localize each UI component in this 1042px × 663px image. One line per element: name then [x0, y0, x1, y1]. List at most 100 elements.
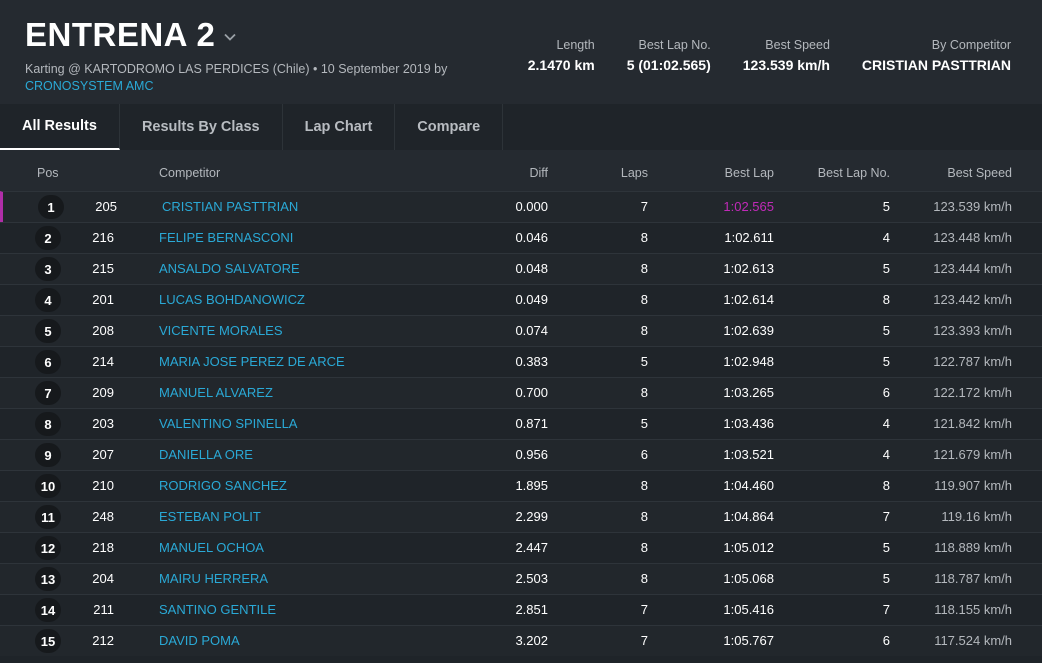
laps-value: 5: [640, 416, 648, 431]
table-row[interactable]: 6 214 MARIA JOSE PEREZ DE ARCE 0.383 5 1:02.9…: [0, 346, 1042, 377]
competitor-name-link[interactable]: DAVID POMA: [159, 633, 240, 648]
table-row[interactable]: 5 208 VICENTE MORALES 0.074 8 1:02.639 5 123.39…: [0, 315, 1042, 346]
competitor-name-link[interactable]: MAIRU HERRERA: [159, 571, 269, 586]
competitor-name-link[interactable]: RODRIGO SANCHEZ: [159, 478, 287, 493]
table-row[interactable]: 9 207 DANIELLA ORE 0.956 6 1:03.521 4 121.679 k…: [0, 439, 1042, 470]
diff-value: 2.299: [515, 509, 548, 524]
table-row[interactable]: 13 204 MAIRU HERRERA 2.503 8 1:05.068 5 118.787…: [0, 563, 1042, 594]
best-lap-no-value: 4: [882, 416, 890, 431]
laps-value: 8: [640, 292, 648, 307]
stat-value: 123.539 km/h: [742, 57, 830, 73]
best-speed-value: 119.907 km/h: [934, 478, 1012, 493]
best-lap-no-value: 5: [882, 323, 890, 338]
kart-number: 216: [92, 230, 114, 245]
competitor-name-link[interactable]: FELIPE BERNASCONI: [159, 230, 294, 245]
table-row[interactable]: 11 248 ESTEBAN POLIT 2.299 8 1:04.864 7 119.16 …: [0, 501, 1042, 532]
title-row[interactable]: ENTRENA 2: [25, 16, 237, 54]
table-row[interactable]: 7 209 MANUEL ALVAREZ 0.700 8 1:03.265 6 122.172…: [0, 377, 1042, 408]
chevron-down-icon[interactable]: [223, 30, 237, 44]
position-badge: 12: [35, 536, 61, 560]
best-lap-value: 1:05.012: [723, 540, 774, 555]
laps-value: 7: [640, 199, 648, 214]
organizer-link[interactable]: CRONOSYSTEM AMC: [25, 79, 154, 93]
competitor-name-link[interactable]: MANUEL OCHOA: [159, 540, 264, 555]
table-row[interactable]: 2 216 FELIPE BERNASCONI 0.046 8 1:02.611 4 123.…: [0, 222, 1042, 253]
position-badge: 6: [35, 350, 61, 374]
tab-compare[interactable]: Compare: [395, 104, 504, 150]
diff-value: 0.000: [515, 199, 548, 214]
header-best-speed[interactable]: Best Speed: [947, 166, 1012, 180]
table-row[interactable]: 15 212 DAVID POMA 3.202 7 1:05.767 6 117.524 km…: [0, 625, 1042, 656]
tab-lap-chart[interactable]: Lap Chart: [283, 104, 396, 150]
best-speed-value: 123.393 km/h: [933, 323, 1012, 338]
table-row[interactable]: 12 218 MANUEL OCHOA 2.447 8 1:05.012 5 118.889 …: [0, 532, 1042, 563]
position-badge: 14: [35, 598, 61, 622]
best-lap-no-value: 5: [882, 354, 890, 369]
competitor-name-link[interactable]: MANUEL ALVAREZ: [159, 385, 273, 400]
stat-value: CRISTIAN PASTTRIAN: [861, 57, 1011, 73]
competitor-name-link[interactable]: MARIA JOSE PEREZ DE ARCE: [159, 354, 345, 369]
position-badge: 1: [38, 195, 64, 219]
competitor-name-link[interactable]: SANTINO GENTILE: [159, 602, 277, 617]
header-diff[interactable]: Diff: [529, 166, 548, 180]
event-stats: Length 2.1470 km Best Lap No. 5 (01:02.5…: [496, 37, 1011, 75]
table-row[interactable]: 14 211 SANTINO GENTILE 2.851 7 1:05.416 7 118.1…: [0, 594, 1042, 625]
diff-value: 2.447: [515, 540, 548, 555]
tab-label: Compare: [417, 119, 481, 135]
table-row[interactable]: 8 203 VALENTINO SPINELLA 0.871 5 1:03.436 4 121…: [0, 408, 1042, 439]
kart-number: 212: [92, 633, 114, 648]
best-speed-value: 122.172 km/h: [933, 385, 1012, 400]
diff-value: 0.048: [515, 261, 548, 276]
best-lap-value: 1:05.416: [723, 602, 774, 617]
table-header: Pos Competitor Diff Laps Best Lap Best L…: [0, 150, 1042, 191]
best-lap-value: 1:05.767: [723, 633, 774, 648]
event-header: ENTRENA 2 Karting @ KARTODROMO LAS PERDI…: [0, 0, 1042, 104]
diff-value: 0.700: [515, 385, 548, 400]
competitor-name-link[interactable]: DANIELLA ORE: [159, 447, 253, 462]
table-row[interactable]: 3 215 ANSALDO SALVATORE 0.048 8 1:02.613 5 123.…: [0, 253, 1042, 284]
competitor-name-link[interactable]: CRISTIAN PASTTRIAN: [162, 199, 299, 214]
best-lap-value: 1:02.613: [723, 261, 774, 276]
position-badge: 15: [35, 629, 61, 653]
laps-value: 8: [640, 230, 648, 245]
competitor-name-link[interactable]: VALENTINO SPINELLA: [159, 416, 298, 431]
competitor-name-link[interactable]: VICENTE MORALES: [159, 323, 283, 338]
competitor-name-link[interactable]: ESTEBAN POLIT: [159, 509, 261, 524]
stat-value: 5 (01:02.565): [626, 57, 711, 73]
best-lap-value: 1:02.639: [723, 323, 774, 338]
kart-number: 248: [92, 509, 114, 524]
header-competitor[interactable]: Competitor: [159, 166, 221, 180]
tab-label: Lap Chart: [304, 119, 373, 135]
tab-all-results[interactable]: All Results: [0, 104, 120, 150]
laps-value: 8: [640, 261, 648, 276]
position-badge: 7: [35, 381, 61, 405]
header-pos[interactable]: Pos: [37, 166, 59, 180]
position-badge: 3: [35, 257, 61, 281]
header-best-lap-no[interactable]: Best Lap No.: [817, 166, 890, 180]
stat-best-speed: Best Speed 123.539 km/h: [743, 37, 830, 75]
best-lap-no-value: 8: [882, 478, 890, 493]
table-row[interactable]: 1 205 CRISTIAN PASTTRIAN 0.000 7 1:02.565 5 123…: [0, 191, 1042, 222]
best-speed-value: 123.442 km/h: [933, 292, 1012, 307]
event-details: Karting @ KARTODROMO LAS PERDICES (Chile…: [25, 62, 448, 76]
best-speed-value: 117.524 km/h: [934, 633, 1012, 648]
table-body: 1 205 CRISTIAN PASTTRIAN 0.000 7 1:02.565 5 123…: [0, 191, 1042, 656]
header-best-lap[interactable]: Best Lap: [724, 166, 774, 180]
best-speed-value: 121.842 km/h: [933, 416, 1012, 431]
best-speed-value: 123.448 km/h: [933, 230, 1012, 245]
diff-value: 2.503: [515, 571, 548, 586]
header-laps[interactable]: Laps: [620, 166, 648, 180]
stat-value: 2.1470 km: [527, 57, 595, 73]
competitor-name-link[interactable]: LUCAS BOHDANOWICZ: [159, 292, 305, 307]
best-lap-value: 1:02.948: [723, 354, 774, 369]
table-row[interactable]: 4 201 LUCAS BOHDANOWICZ 0.049 8 1:02.614 8 123.…: [0, 284, 1042, 315]
position-badge: 2: [35, 226, 61, 250]
tab-results-by-class[interactable]: Results By Class: [120, 104, 283, 150]
tab-label: Results By Class: [141, 119, 260, 135]
table-row[interactable]: 10 210 RODRIGO SANCHEZ 1.895 8 1:04.460 8 119.9…: [0, 470, 1042, 501]
position-badge: 10: [35, 474, 61, 498]
position-badge: 11: [35, 505, 61, 529]
diff-value: 3.202: [515, 633, 548, 648]
competitor-name-link[interactable]: ANSALDO SALVATORE: [159, 261, 300, 276]
laps-value: 6: [640, 447, 648, 462]
